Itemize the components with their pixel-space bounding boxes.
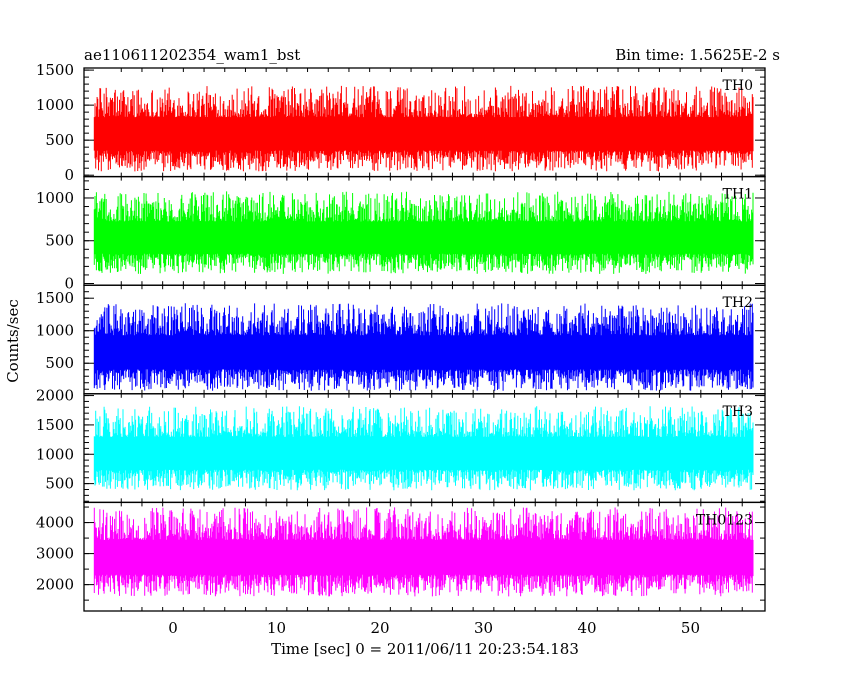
x-tick-label: 10 (267, 619, 286, 637)
panel-th0: 0 500 1000 1500 TH0 (36, 61, 766, 184)
series-line-th2 (93, 303, 754, 391)
y-tick-label: 1000 (36, 445, 74, 463)
series-label-th3: TH3 (723, 404, 753, 420)
series-line-th3 (93, 406, 754, 491)
y-tick-label: 500 (45, 475, 74, 493)
x-tick-label: 50 (681, 619, 700, 637)
x-tick-label: 30 (474, 619, 493, 637)
x-tick-label: 20 (370, 619, 389, 637)
y-tick-label: 0 (64, 274, 74, 292)
panel-frame (83, 501, 766, 612)
x-axis-label: Time [sec] 0 = 2011/06/11 20:23:54.183 (271, 640, 579, 658)
series-label-th0123: TH0123 (696, 512, 753, 528)
series-label-th0: TH0 (723, 78, 753, 94)
series-line-th0 (93, 85, 754, 172)
y-tick-label: 500 (45, 232, 74, 250)
y-tick-label: 1500 (36, 61, 74, 79)
chart-title-left: ae110611202354_wam1_bst (84, 46, 300, 64)
y-axis-label: Counts/sec (4, 299, 22, 383)
y-tick-label: 1000 (36, 96, 74, 114)
series-line-th1 (93, 191, 754, 274)
panel-th0123: 2000 3000 4000 TH0123 (36, 501, 766, 612)
x-tick-label: 40 (577, 619, 596, 637)
y-tick-label: 0 (64, 166, 74, 184)
y-tick-label: 1000 (36, 322, 74, 340)
y-tick-label: 2000 (36, 387, 74, 405)
y-tick-label: 4000 (36, 514, 74, 532)
series-label-th2: TH2 (723, 295, 753, 311)
panel-th3: 500 1000 1500 2000 TH3 (36, 387, 766, 504)
y-tick-label: 1500 (36, 289, 74, 307)
y-tick-label: 1500 (36, 416, 74, 434)
y-tick-label: 500 (45, 131, 74, 149)
y-tick-label: 2000 (36, 576, 74, 594)
y-tick-label: 1000 (36, 189, 74, 207)
panel-th1: 0 500 1000 TH1 (36, 175, 766, 292)
x-tick-label: 0 (168, 619, 178, 637)
panels: 0 500 1000 1500 TH0 0 500 1000 TH1 500 1000 1500 TH2… (36, 61, 766, 612)
series-label-th1: TH1 (723, 187, 753, 203)
series-line-th0123 (93, 507, 754, 597)
y-tick-label: 500 (45, 354, 74, 372)
x-axis: 0 10 20 30 40 50 (168, 619, 700, 637)
chart-title-right: Bin time: 1.5625E-2 s (615, 46, 780, 64)
y-tick-label: 3000 (36, 545, 74, 563)
panel-th2: 500 1000 1500 TH2 (36, 284, 766, 395)
